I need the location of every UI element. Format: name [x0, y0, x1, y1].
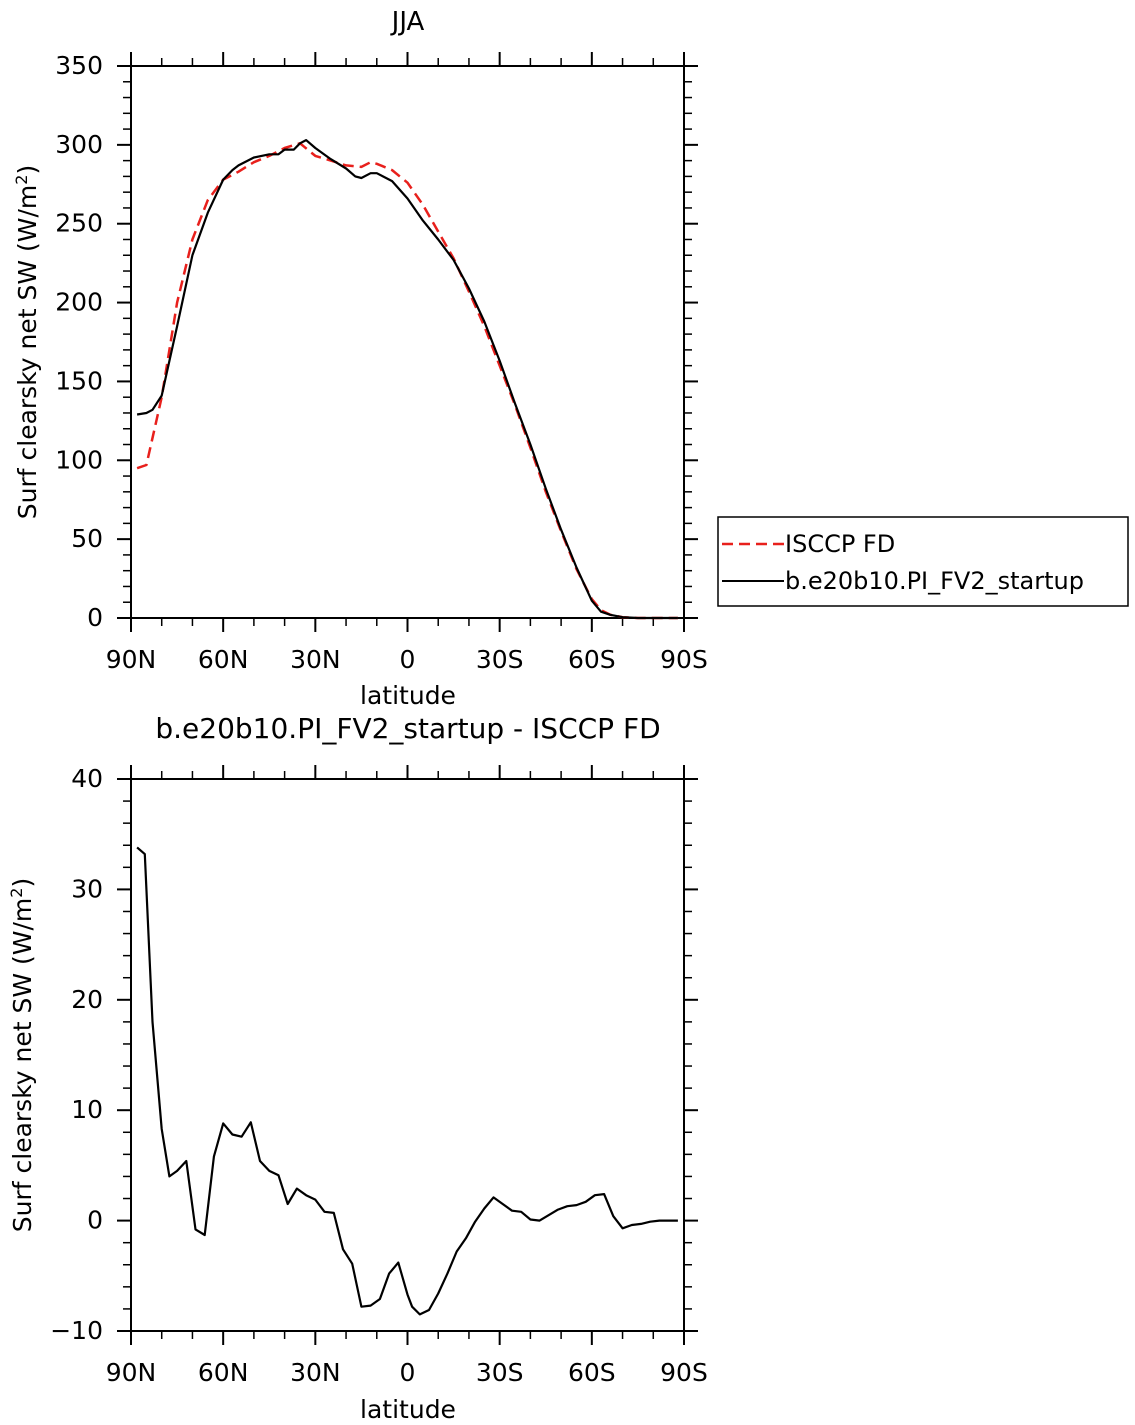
- bottom-chart-series-lines: [136, 846, 678, 1316]
- bottom-chart-y-axis-label: Surf clearsky net SW (W/m2): [7, 878, 37, 1232]
- top-chart-series-line-1: [136, 139, 678, 620]
- bottom-chart-title: b.e20b10.PI_FV2_startup - ISCCP FD: [155, 712, 660, 745]
- bottom-chart-x-tick-label: 30S: [476, 1358, 524, 1387]
- top-chart-x-tick-label: 60N: [198, 645, 249, 674]
- bottom-chart-minor-ticks: [123, 771, 692, 1339]
- top-chart-x-axis-label: latitude: [360, 681, 456, 710]
- bottom-chart-panel: b.e20b10.PI_FV2_startup - ISCCP FD −10 0 1…: [7, 712, 708, 1424]
- bottom-chart-x-ticks: 90N 60N 30N 0 30S 60S 90S: [106, 765, 708, 1387]
- bottom-chart-y-tick-label: 0: [87, 1206, 103, 1235]
- top-chart-x-tick-label: 60S: [568, 645, 616, 674]
- bottom-chart-y-tick-label: 20: [71, 985, 103, 1014]
- top-chart-series-line-0: [136, 142, 678, 620]
- legend-box: [717, 516, 1129, 607]
- bottom-chart-y-tick-label: 40: [71, 764, 103, 793]
- top-chart-title: JJA: [390, 7, 425, 37]
- top-chart-y-tick-label: 50: [71, 524, 103, 553]
- legend-label-isccp: ISCCP FD: [785, 530, 895, 558]
- bottom-chart-x-tick-label: 90N: [106, 1358, 157, 1387]
- top-chart-y-tick-label: 100: [55, 445, 103, 474]
- bottom-chart-x-tick-label: 30N: [290, 1358, 341, 1387]
- top-chart-x-tick-label: 30N: [290, 645, 341, 674]
- top-chart-y-ticks: 0 50 100 150 200 250 300 350: [55, 51, 698, 632]
- top-chart-y-tick-label: 150: [55, 366, 103, 395]
- bottom-chart-y-ticks: −10 0 10 20 30 40: [50, 764, 698, 1345]
- top-chart-y-tick-label: 300: [55, 130, 103, 159]
- bottom-chart-x-tick-label: 0: [400, 1358, 416, 1387]
- bottom-chart-x-tick-label: 90S: [660, 1358, 708, 1387]
- top-chart-y-tick-label: 200: [55, 288, 103, 317]
- top-chart-x-tick-label: 30S: [476, 645, 524, 674]
- top-chart-x-tick-label: 90N: [106, 645, 157, 674]
- top-chart-series-lines: [136, 139, 678, 620]
- top-chart-legend: ISCCP FD b.e20b10.PI_FV2_startup: [717, 516, 1129, 607]
- top-chart-panel: JJA 0 50 100 150 200 250 300 350 90N 60N 30N 0 30S 6…: [12, 7, 1129, 710]
- top-chart-plot-frame: [130, 65, 685, 619]
- top-chart-y-axis-label: Surf clearsky net SW (W/m2): [12, 165, 42, 519]
- bottom-chart-x-tick-label: 60S: [568, 1358, 616, 1387]
- bottom-chart-x-tick-label: 60N: [198, 1358, 249, 1387]
- top-chart-y-tick-label: 250: [55, 209, 103, 238]
- bottom-chart-series-line-0: [136, 846, 678, 1316]
- top-chart-y-tick-label: 0: [87, 603, 103, 632]
- top-chart-y-tick-label: 350: [55, 51, 103, 80]
- bottom-chart-y-tick-label: 10: [71, 1095, 103, 1124]
- top-chart-x-ticks: 90N 60N 30N 0 30S 60S 90S: [106, 52, 708, 674]
- bottom-chart-y-tick-label: −10: [50, 1316, 103, 1345]
- top-chart-minor-ticks: [123, 58, 692, 626]
- bottom-chart-plot-frame: [130, 778, 685, 1332]
- bottom-chart-y-tick-label: 30: [71, 874, 103, 903]
- top-chart-x-tick-label: 0: [400, 645, 416, 674]
- top-chart-x-tick-label: 90S: [660, 645, 708, 674]
- legend-label-model: b.e20b10.PI_FV2_startup: [785, 567, 1084, 595]
- bottom-chart-x-axis-label: latitude: [360, 1395, 456, 1424]
